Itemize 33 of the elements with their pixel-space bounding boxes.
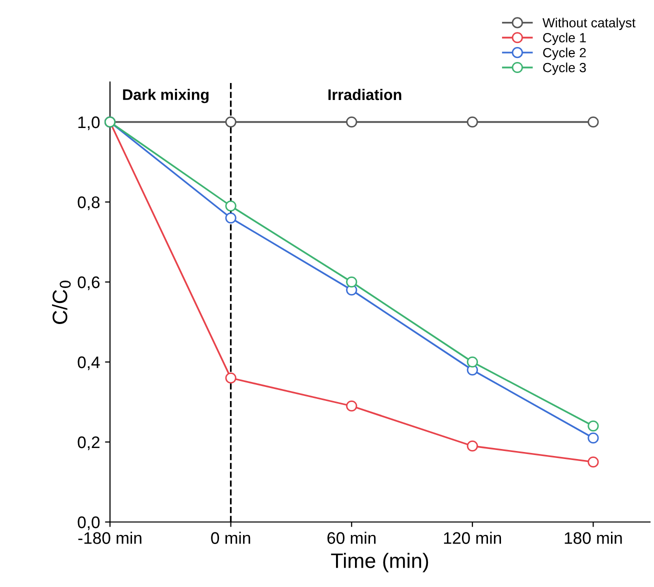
point [466,356,478,368]
x-tick-label: 120 min [444,532,501,544]
y-tick-label: 0,4 [78,356,100,370]
y-tick-label: 0,2 [78,436,100,450]
legend-label: Cycle 2 [543,48,586,60]
point [466,116,478,128]
x-tick-label: -180 min [78,532,142,544]
point [588,432,599,444]
y-tick-label: 0,6 [78,276,100,290]
point [466,440,478,452]
x-tick-label: 180 min [564,532,622,544]
y-axis-title: C/C$_{0}$ [52,280,71,324]
point [588,116,599,128]
legend-label: Without catalyst [542,18,636,30]
point [225,372,236,384]
y-tick-label: 0,0 [78,516,100,530]
y-tick-label: 1,0 [78,116,100,130]
point [346,116,358,128]
x-axis-title: Time (min) [331,552,428,572]
point [588,420,599,432]
x-tick-label: 0 min [211,532,250,544]
legend-label: Cycle 1 [543,32,586,45]
x-tick-label: 60 min [327,532,376,544]
point [346,400,358,412]
annotation: Irradiation [328,88,402,100]
y-tick-label: 0,8 [78,196,100,210]
point [346,276,358,288]
point [588,456,599,468]
point [225,200,236,212]
point [225,116,236,128]
point [225,212,236,224]
legend-label: Cycle 3 [543,62,586,75]
annotation: Dark mixing [123,88,209,104]
